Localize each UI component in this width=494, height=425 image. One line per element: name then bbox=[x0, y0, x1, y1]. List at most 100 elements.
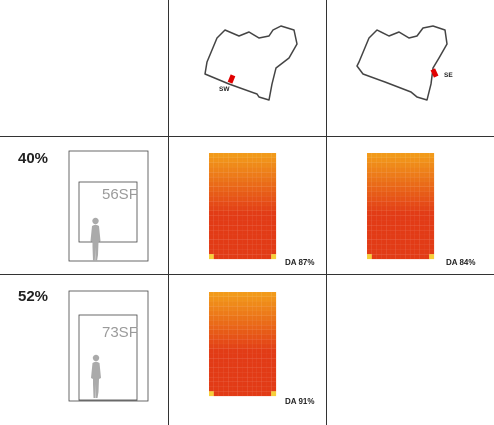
heatmap-cell bbox=[242, 162, 248, 168]
heatmap-cell bbox=[242, 391, 248, 397]
heatmap-cell bbox=[218, 215, 224, 221]
heatmap-cell bbox=[227, 291, 234, 297]
heatmap-cell bbox=[227, 381, 234, 387]
heatmap-cell bbox=[223, 362, 229, 368]
human-figure-icon bbox=[91, 354, 101, 398]
heatmap-cell bbox=[208, 386, 215, 392]
heatmap-cell bbox=[261, 339, 267, 345]
heatmap-cell bbox=[227, 201, 234, 207]
heatmap-cell bbox=[227, 324, 234, 331]
heatmap-cell bbox=[208, 376, 215, 383]
heatmap-cell bbox=[390, 167, 396, 173]
heatmap-cell bbox=[381, 176, 387, 183]
heatmap-cell bbox=[424, 172, 430, 178]
heatmap-cell bbox=[227, 386, 234, 392]
heatmap-cell bbox=[232, 306, 238, 312]
heatmap-cell bbox=[405, 254, 411, 260]
heatmap-cell bbox=[256, 343, 262, 349]
heatmap-cell bbox=[381, 234, 387, 240]
heatmap-cell bbox=[223, 315, 229, 321]
heatmap-cell bbox=[261, 362, 267, 368]
heatmap-cell bbox=[218, 157, 224, 163]
heatmap-cell bbox=[218, 334, 224, 340]
heatmap-cell bbox=[247, 249, 253, 255]
heatmap-cell bbox=[232, 362, 238, 368]
heatmap-cell bbox=[247, 381, 253, 387]
heatmap-cell bbox=[271, 234, 277, 240]
heatmap-cell bbox=[251, 381, 258, 387]
heatmap-cell bbox=[381, 152, 387, 159]
heatmap-cell bbox=[381, 181, 387, 187]
heatmap-cell bbox=[424, 181, 430, 187]
heatmap-cell bbox=[208, 220, 215, 226]
heatmap-cell bbox=[232, 254, 238, 260]
heatmap-cell bbox=[385, 186, 392, 192]
heatmap-cell bbox=[261, 191, 267, 197]
da-label-row1-se: DA 84% bbox=[446, 258, 476, 267]
heatmap-cell bbox=[429, 215, 435, 221]
heatmap-cell bbox=[256, 176, 262, 183]
heatmap-cell bbox=[266, 239, 272, 245]
heatmap-cell bbox=[256, 249, 262, 255]
heatmap-cell bbox=[390, 157, 396, 163]
heatmap-grid-row1-sw bbox=[208, 152, 277, 260]
heatmap-cell bbox=[371, 254, 377, 260]
heatmap-cell bbox=[251, 205, 258, 212]
heatmap-cell bbox=[247, 229, 253, 236]
heatmap-cell bbox=[390, 234, 396, 240]
heatmap-cell bbox=[409, 210, 416, 216]
heatmap-cell bbox=[271, 367, 277, 373]
heatmap-cell bbox=[237, 343, 243, 349]
heatmap-cell bbox=[400, 234, 406, 240]
heatmap-cell bbox=[419, 191, 425, 197]
heatmap-cell bbox=[271, 339, 277, 345]
heatmap-cell bbox=[227, 348, 234, 354]
heatmap-cell bbox=[376, 196, 382, 202]
heatmap-cell bbox=[381, 210, 387, 216]
heatmap-cell bbox=[218, 315, 224, 321]
heatmap-cell bbox=[266, 324, 272, 331]
heatmap-cell bbox=[266, 391, 272, 397]
heatmap-cell bbox=[227, 229, 234, 236]
heatmap-cell bbox=[419, 234, 425, 240]
heatmap-cell bbox=[429, 152, 435, 159]
heatmap-cell bbox=[208, 229, 215, 236]
heatmap-cell bbox=[381, 172, 387, 178]
heatmap-cell bbox=[218, 162, 224, 168]
heatmap-cell bbox=[218, 201, 224, 207]
heatmap-cell bbox=[242, 376, 248, 383]
heatmap-cell bbox=[366, 152, 373, 159]
heatmap-cell bbox=[371, 186, 377, 192]
heatmap-cell bbox=[371, 191, 377, 197]
heatmap-cell bbox=[242, 301, 248, 307]
heatmap-cell bbox=[424, 201, 430, 207]
heatmap-cell bbox=[376, 229, 382, 236]
heatmap-cell bbox=[424, 225, 430, 231]
heatmap-cell bbox=[429, 244, 435, 250]
heatmap-cell bbox=[251, 186, 258, 192]
heatmap-cell bbox=[218, 343, 224, 349]
heatmap-cell bbox=[232, 320, 238, 326]
heatmap-cell bbox=[227, 167, 234, 173]
heatmap-cell bbox=[237, 181, 243, 187]
heatmap-cell bbox=[385, 249, 392, 255]
heatmap-cell bbox=[218, 244, 224, 250]
heatmap-cell bbox=[261, 372, 267, 378]
heatmap-cell bbox=[223, 301, 229, 307]
heatmap-cell bbox=[242, 339, 248, 345]
heatmap-cell bbox=[414, 205, 420, 212]
site-plan-se: SE bbox=[327, 0, 494, 136]
heatmap-cell bbox=[376, 249, 382, 255]
heatmap-cell bbox=[218, 234, 224, 240]
heatmap-cell bbox=[232, 229, 238, 236]
heatmap-cell bbox=[256, 391, 262, 397]
heatmap-cell bbox=[271, 244, 277, 250]
heatmap-cell bbox=[213, 229, 219, 236]
heatmap-cell bbox=[247, 181, 253, 187]
heatmap-cell bbox=[223, 234, 229, 240]
heatmap-cell bbox=[376, 234, 382, 240]
heatmap-cell bbox=[232, 201, 238, 207]
heatmap-cell bbox=[251, 306, 258, 312]
heatmap-cell bbox=[376, 201, 382, 207]
heatmap-cell bbox=[395, 210, 401, 216]
